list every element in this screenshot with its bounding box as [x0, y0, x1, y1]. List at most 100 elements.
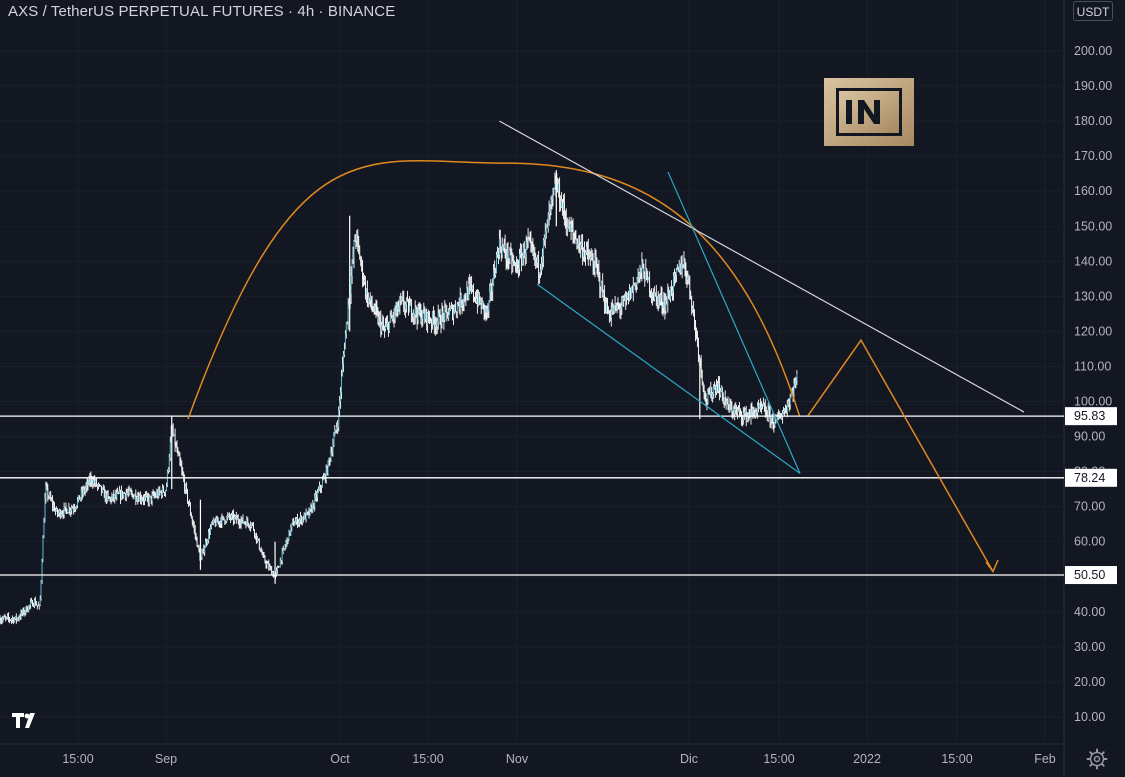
- candle-body: [767, 409, 769, 418]
- candle-body: [762, 406, 763, 407]
- candle-body: [525, 241, 527, 254]
- candle-body: [532, 247, 534, 253]
- candle-body: [62, 513, 64, 515]
- projection-path: [807, 338, 994, 572]
- candle-body: [577, 243, 579, 247]
- candle-body: [30, 602, 31, 606]
- candle-body: [193, 525, 195, 530]
- candle-body: [277, 567, 278, 571]
- candle-body: [357, 234, 359, 241]
- candle-body: [309, 508, 311, 516]
- candle-body: [78, 495, 79, 500]
- candle-body: [117, 492, 118, 494]
- candle-body: [606, 302, 607, 312]
- candle-body: [682, 266, 684, 269]
- candle-body: [737, 410, 738, 412]
- candle-body: [258, 539, 260, 549]
- candle-body: [729, 404, 731, 412]
- candle-body: [638, 273, 640, 278]
- candle-body: [634, 283, 636, 286]
- candle-body: [511, 253, 513, 266]
- candle-body: [221, 516, 223, 525]
- candle-body: [424, 313, 426, 319]
- candle-body: [210, 527, 211, 535]
- candle-body: [337, 427, 339, 428]
- candle-body: [466, 288, 468, 300]
- candle-body: [382, 323, 383, 325]
- candle-body: [191, 518, 193, 523]
- candle-body: [622, 298, 624, 306]
- candle-body: [125, 493, 127, 497]
- candle-body: [788, 401, 790, 405]
- candle-body: [724, 397, 726, 404]
- candle-body: [717, 385, 718, 391]
- candle-body: [714, 386, 715, 389]
- candle-body: [735, 409, 736, 410]
- candle-body: [327, 460, 329, 475]
- candle-body: [371, 305, 373, 308]
- candle-body: [314, 497, 316, 507]
- candle-body: [279, 566, 280, 568]
- candle-body: [706, 402, 708, 404]
- candle-body: [665, 300, 667, 311]
- candle-body: [575, 238, 577, 240]
- candle-body: [495, 272, 496, 275]
- candle-body: [699, 359, 701, 360]
- candle-body: [67, 512, 69, 514]
- candle-body: [184, 479, 185, 490]
- candle-body: [448, 314, 449, 318]
- candle-body: [484, 307, 486, 313]
- candle-body: [591, 256, 593, 261]
- candle-body: [367, 289, 368, 303]
- candle-body: [670, 287, 671, 299]
- candle-body: [6, 616, 7, 618]
- candle-body: [477, 298, 478, 305]
- candle-body: [508, 260, 510, 262]
- candle-body: [226, 516, 228, 522]
- candle-body: [346, 322, 347, 335]
- candle-body: [234, 517, 235, 521]
- y-tick-label: 170.00: [1074, 149, 1112, 163]
- candle-body: [110, 498, 112, 501]
- candle-body: [322, 480, 323, 488]
- candle-body: [196, 537, 198, 547]
- candle-body: [311, 507, 313, 512]
- candle-body: [531, 242, 533, 248]
- level-price-label: 50.50: [1074, 568, 1105, 582]
- candle-body: [202, 548, 204, 553]
- candle-body: [119, 491, 120, 494]
- candle-body: [235, 515, 236, 518]
- candle-body: [80, 497, 81, 500]
- candle-body: [141, 499, 142, 501]
- candle-body: [691, 298, 692, 311]
- candle-body: [774, 418, 776, 427]
- candle-body: [197, 545, 199, 547]
- candle-body: [299, 519, 300, 523]
- candle-body: [79, 495, 80, 500]
- candle-body: [765, 405, 766, 413]
- x-tick-label: 15:00: [763, 752, 794, 766]
- candle-body: [677, 269, 679, 271]
- candle-body: [415, 307, 417, 315]
- candle-body: [359, 248, 361, 260]
- candle-body: [230, 517, 231, 519]
- candle-body: [697, 334, 698, 343]
- candle-body: [138, 497, 140, 501]
- candle-body: [241, 517, 243, 521]
- candle-body: [660, 294, 662, 299]
- candle-body: [513, 261, 515, 263]
- candle-body: [113, 494, 115, 499]
- candle-body: [68, 507, 70, 513]
- candle-body: [562, 201, 563, 211]
- settings-gear-icon[interactable]: [1086, 748, 1108, 770]
- candle-body: [684, 261, 686, 269]
- candle-body: [16, 618, 18, 620]
- candle-body: [601, 282, 603, 292]
- currency-selector[interactable]: USDT: [1073, 1, 1113, 21]
- candle-body: [96, 480, 97, 486]
- candle-body: [679, 263, 681, 273]
- candle-body: [213, 519, 214, 523]
- candle-body: [480, 301, 482, 309]
- candle-body: [701, 371, 703, 382]
